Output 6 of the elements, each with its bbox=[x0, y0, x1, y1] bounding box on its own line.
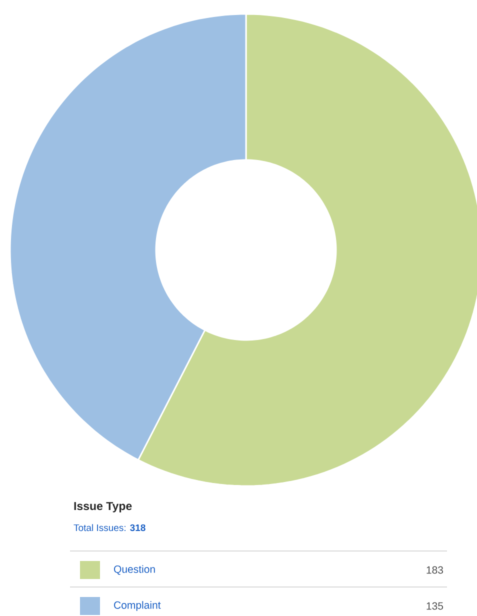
text: Total Issues: 318 bbox=[74, 524, 146, 532]
data-label: 135 bbox=[426, 602, 444, 610]
legend-label: Complaint bbox=[114, 601, 161, 611]
data-label: 183 bbox=[426, 566, 444, 574]
text: Issue Type bbox=[74, 502, 132, 512]
legend-label: Question bbox=[114, 565, 155, 575]
